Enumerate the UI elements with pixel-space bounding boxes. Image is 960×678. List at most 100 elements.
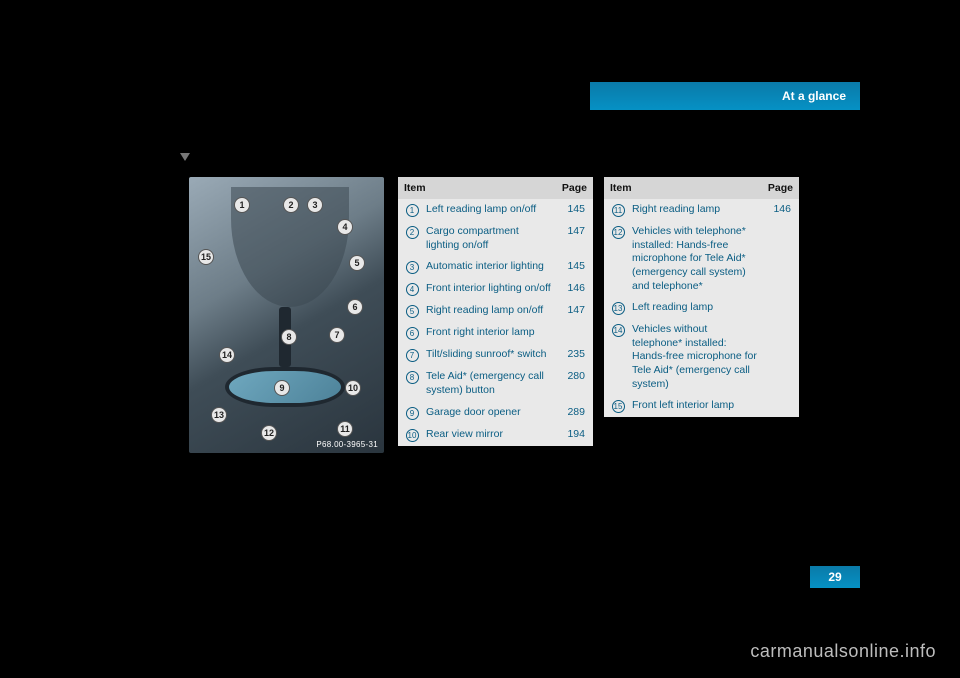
controls-table-1: Item Page 1Left reading lamp on/off1452C…	[398, 177, 593, 446]
table-row: 5 Right reading lamp on/off147	[398, 300, 593, 322]
item-number-cell: 1	[398, 203, 426, 217]
table-row: 8 Tele Aid* (emergency call system) butto…	[398, 366, 593, 401]
item-number-icon: 12	[612, 226, 625, 239]
item-number-icon: 15	[612, 400, 625, 413]
callout-9: 9	[274, 380, 290, 396]
item-description: Tilt/sliding sunroof* switch	[426, 348, 555, 362]
item-number-cell: 11	[604, 203, 632, 217]
table-row: 3 Automatic interior lighting145	[398, 256, 593, 278]
item-number-cell: 14	[604, 323, 632, 337]
expand-triangle-icon	[180, 153, 190, 161]
header-page: Page	[761, 182, 799, 194]
table-row: 10 Rear view mirror194	[398, 424, 593, 446]
table-header: Item Page	[604, 177, 799, 199]
page-number: 29	[810, 566, 860, 588]
table-row: 9 Garage door opener289	[398, 402, 593, 424]
table-row: 7 Tilt/sliding sunroof* switch235	[398, 344, 593, 366]
callout-4: 4	[337, 219, 353, 235]
item-number-cell: 8	[398, 370, 426, 384]
item-description: Front right interior lamp	[426, 326, 555, 340]
item-page-ref: 289	[555, 406, 593, 418]
item-description: Vehicles without telephone* installed: H…	[632, 323, 761, 391]
item-number-icon: 8	[406, 371, 419, 384]
item-number-icon: 7	[406, 349, 419, 362]
item-number-cell: 6	[398, 326, 426, 340]
item-page-ref: 145	[555, 203, 593, 215]
item-description: Right reading lamp on/off	[426, 304, 555, 318]
callout-12: 12	[261, 425, 277, 441]
callout-10: 10	[345, 380, 361, 396]
callout-15: 15	[198, 249, 214, 265]
item-page-ref: 147	[555, 225, 593, 237]
table-header: Item Page	[398, 177, 593, 199]
item-description: Garage door opener	[426, 406, 555, 420]
callout-14: 14	[219, 347, 235, 363]
callout-3: 3	[307, 197, 323, 213]
table-row: 2 Cargo compartment lighting on/off147	[398, 221, 593, 256]
item-description: Left reading lamp	[632, 301, 761, 315]
item-description: Left reading lamp on/off	[426, 203, 555, 217]
item-page-ref: 145	[555, 260, 593, 272]
item-number-cell: 2	[398, 225, 426, 239]
item-page-ref: 235	[555, 348, 593, 360]
header-item: Item	[398, 182, 426, 194]
item-number-icon: 6	[406, 327, 419, 340]
figure-part-number: P68.00-3965-31	[316, 440, 378, 449]
item-number-icon: 10	[406, 429, 419, 442]
controls-table-2: Item Page 11 Right reading lamp146 12 Vehic…	[604, 177, 799, 417]
item-number-cell: 12	[604, 225, 632, 239]
callout-5: 5	[349, 255, 365, 271]
watermark: carmanualsonline.info	[750, 641, 936, 662]
item-page-ref: 194	[555, 428, 593, 440]
callout-11: 11	[337, 421, 353, 437]
item-number-icon: 3	[406, 261, 419, 274]
item-number-icon: 13	[612, 302, 625, 315]
item-page-ref: 146	[761, 203, 799, 215]
header-item: Item	[604, 182, 632, 194]
item-description: Tele Aid* (emergency call system) button	[426, 370, 555, 397]
item-number-cell: 5	[398, 304, 426, 318]
table-row: 4Front interior lighting on/off146	[398, 278, 593, 300]
section-tab: At a glance	[590, 82, 860, 110]
item-page-ref: 147	[555, 304, 593, 316]
table-row: 6 Front right interior lamp	[398, 322, 593, 344]
item-number-icon: 14	[612, 324, 625, 337]
item-description: Right reading lamp	[632, 203, 761, 217]
header-page: Page	[555, 182, 593, 194]
item-page-ref: 146	[555, 282, 593, 294]
item-description: Automatic interior lighting	[426, 260, 555, 274]
overhead-console-figure: 123451567814910131211 P68.00-3965-31	[189, 177, 384, 453]
callout-8: 8	[281, 329, 297, 345]
callout-13: 13	[211, 407, 227, 423]
item-number-cell: 13	[604, 301, 632, 315]
table-row: 14 Vehicles without telephone* installed:…	[604, 319, 799, 395]
item-number-icon: 9	[406, 407, 419, 420]
item-number-cell: 15	[604, 399, 632, 413]
item-number-cell: 9	[398, 406, 426, 420]
callout-1: 1	[234, 197, 250, 213]
table-row: 15 Front left interior lamp	[604, 395, 799, 417]
item-description: Front left interior lamp	[632, 399, 761, 413]
item-description: Vehicles with telephone* installed: Hand…	[632, 225, 761, 293]
item-number-cell: 4	[398, 282, 426, 296]
item-number-cell: 7	[398, 348, 426, 362]
callout-2: 2	[283, 197, 299, 213]
item-page-ref: 280	[555, 370, 593, 382]
table-row: 11 Right reading lamp146	[604, 199, 799, 221]
table-row: 13 Left reading lamp	[604, 297, 799, 319]
table-row: 1 Left reading lamp on/off145	[398, 199, 593, 221]
callout-6: 6	[347, 299, 363, 315]
item-description: Rear view mirror	[426, 428, 555, 442]
item-number-cell: 3	[398, 260, 426, 274]
item-number-icon: 2	[406, 226, 419, 239]
item-number-icon: 5	[406, 305, 419, 318]
callout-7: 7	[329, 327, 345, 343]
table-body: 1Left reading lamp on/off1452Cargo compa…	[398, 199, 593, 446]
table-body: 11 Right reading lamp146 12 Vehicles with t…	[604, 199, 799, 417]
item-number-icon: 4	[406, 283, 419, 296]
table-row: 12 Vehicles with telephone* installed: Ha…	[604, 221, 799, 297]
item-number-cell: 10	[398, 428, 426, 442]
item-description: Cargo compartment lighting on/off	[426, 225, 555, 252]
item-number-icon: 11	[612, 204, 625, 217]
item-number-icon: 1	[406, 204, 419, 217]
